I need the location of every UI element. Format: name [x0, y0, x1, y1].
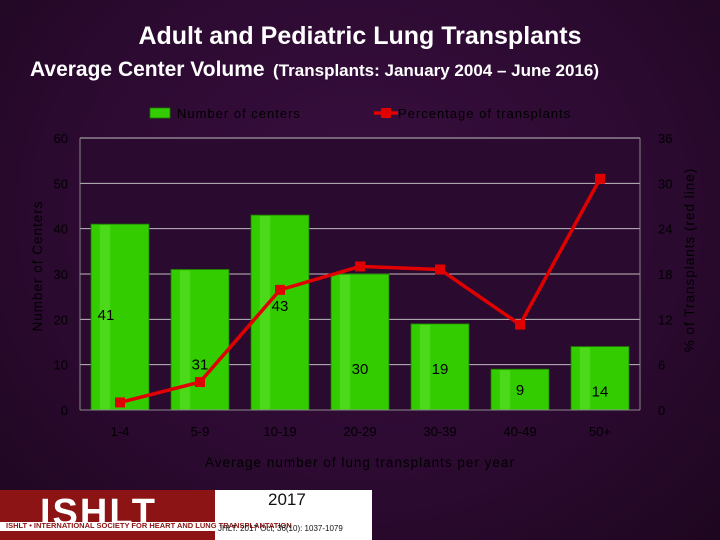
bar-data-labels: 41 31 43 30 19 9 14: [98, 298, 609, 400]
line-series: [115, 173, 605, 408]
bar-data-label: 41: [98, 307, 115, 324]
x-tick-label: 40-49: [503, 424, 536, 439]
bar: [570, 346, 630, 411]
bar-data-label: 31: [192, 356, 209, 373]
legend-line-marker: [381, 108, 391, 118]
bar-highlight: [339, 275, 351, 410]
bar-data-label: 9: [516, 382, 524, 399]
y-tick-label: 0: [61, 403, 68, 418]
y2-tick-label: 6: [658, 358, 665, 373]
bar-highlight: [179, 270, 191, 410]
bar-data-label: 43: [272, 298, 289, 315]
slide-subtitle: Average Center Volume (Transplants: Janu…: [30, 58, 599, 82]
bar-data-label: 19: [432, 361, 449, 378]
bar-highlight: [259, 216, 271, 410]
y2-tick-label: 0: [658, 403, 665, 418]
bar-highlight: [99, 225, 111, 410]
x-tick-label: 20-29: [343, 424, 376, 439]
y2-axis-title: % of Transplants (red line): [682, 168, 697, 353]
y-tick-label: 40: [54, 222, 68, 237]
bar-highlight: [499, 370, 511, 410]
y-tick-label: 20: [54, 312, 68, 327]
y2-tick-label: 24: [658, 222, 672, 237]
slide-title: Adult and Pediatric Lung Transplants: [138, 22, 582, 50]
line-marker: [515, 319, 525, 330]
bar-highlight: [419, 324, 431, 410]
y-tick-label: 50: [54, 176, 68, 191]
line-marker: [115, 397, 125, 408]
y-tick-label: 10: [54, 358, 68, 373]
line-marker: [355, 261, 365, 272]
y-tick-label: 30: [54, 267, 68, 282]
subtitle-main: Average Center Volume: [30, 58, 265, 81]
y-axis-title: Number of Centers: [30, 200, 45, 331]
legend-bar-swatch: [149, 107, 171, 119]
line-marker: [275, 284, 285, 295]
x-tick-label: 5-9: [191, 424, 210, 439]
y2-tick-label: 12: [658, 312, 672, 327]
line-marker: [195, 377, 205, 388]
line-marker: [595, 173, 605, 184]
bar: [490, 368, 550, 411]
legend-bar-label: Number of centers: [177, 106, 301, 121]
y2-tick-label: 18: [658, 267, 672, 282]
journal-citation: JHLT. 2017 Oct; 36(10): 1037-1079: [218, 524, 343, 533]
x-axis-title: Average number of lung transplants per y…: [205, 455, 515, 470]
report-year: 2017: [268, 490, 306, 509]
bar: [330, 273, 390, 411]
bar-data-label: 14: [592, 384, 609, 401]
bar: [410, 323, 470, 411]
x-tick-label: 30-39: [423, 424, 456, 439]
chart-legend: Number of centers Percentage of transplan…: [149, 106, 571, 121]
y2-tick-label: 36: [658, 131, 672, 146]
x-tick-label: 10-19: [263, 424, 296, 439]
x-tick-label: 50+: [589, 424, 611, 439]
y-tick-label: 60: [54, 131, 68, 146]
logo-tagline: ISHLT • INTERNATIONAL SOCIETY FOR HEART …: [6, 521, 292, 530]
bar-highlight: [579, 347, 591, 410]
line-marker: [435, 264, 445, 275]
legend-line-label: Percentage of transplants: [398, 106, 571, 121]
bar-data-label: 30: [352, 361, 369, 378]
chart-axes: 0 10 20 30 40 50 60 0 6 12 18 24 30 36 1-4 5-9 10-19 20-2…: [30, 131, 697, 470]
subtitle-date-range: (Transplants: January 2004 – June 2016): [273, 61, 600, 80]
x-tick-label: 1-4: [111, 424, 130, 439]
ishlt-logo: ISHLT ISHLT • INTERNATIONAL SOCIETY FOR …: [0, 490, 372, 540]
chart: Number of centers Percentage of transplan…: [30, 106, 697, 470]
y2-tick-label: 30: [658, 176, 672, 191]
